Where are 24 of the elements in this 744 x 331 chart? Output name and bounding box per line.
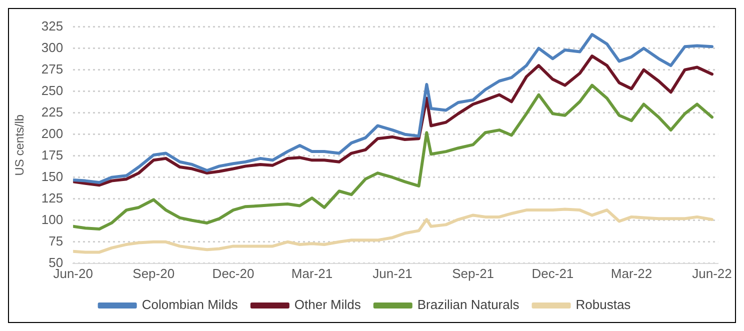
legend-label: Other Milds [294, 297, 362, 312]
x-tick-label: Jun-22 [692, 266, 732, 281]
y-tick-label: 75 [48, 233, 64, 248]
x-tick-label: Mar-21 [291, 266, 333, 281]
y-tick-label: 225 [41, 104, 64, 120]
x-tick-label: Jun-21 [372, 266, 412, 281]
y-tick-label: 250 [41, 82, 64, 98]
legend-label: Robustas [576, 297, 632, 312]
y-tick-label: 275 [41, 61, 64, 76]
x-tick-label: Sep-21 [452, 266, 494, 281]
y-tick-label: 325 [41, 18, 64, 34]
y-tick-label: 175 [41, 147, 64, 162]
x-tick-label: Sep-20 [132, 266, 175, 281]
legend-label: Colombian Milds [142, 297, 238, 312]
y-tick-label: 100 [41, 212, 64, 227]
x-tick-label: Mar-22 [610, 266, 652, 281]
x-tick-label: Dec-21 [532, 266, 574, 281]
y-tick-label: 300 [41, 40, 64, 55]
x-tick-label: Dec-20 [212, 266, 254, 281]
legend-label: Brazilian Naturals [417, 297, 520, 312]
y-tick-label: 150 [41, 168, 64, 184]
y-tick-label: 200 [41, 126, 64, 141]
y-tick-label: 125 [41, 190, 64, 206]
y-axis-title: US cents/lb [12, 114, 27, 176]
